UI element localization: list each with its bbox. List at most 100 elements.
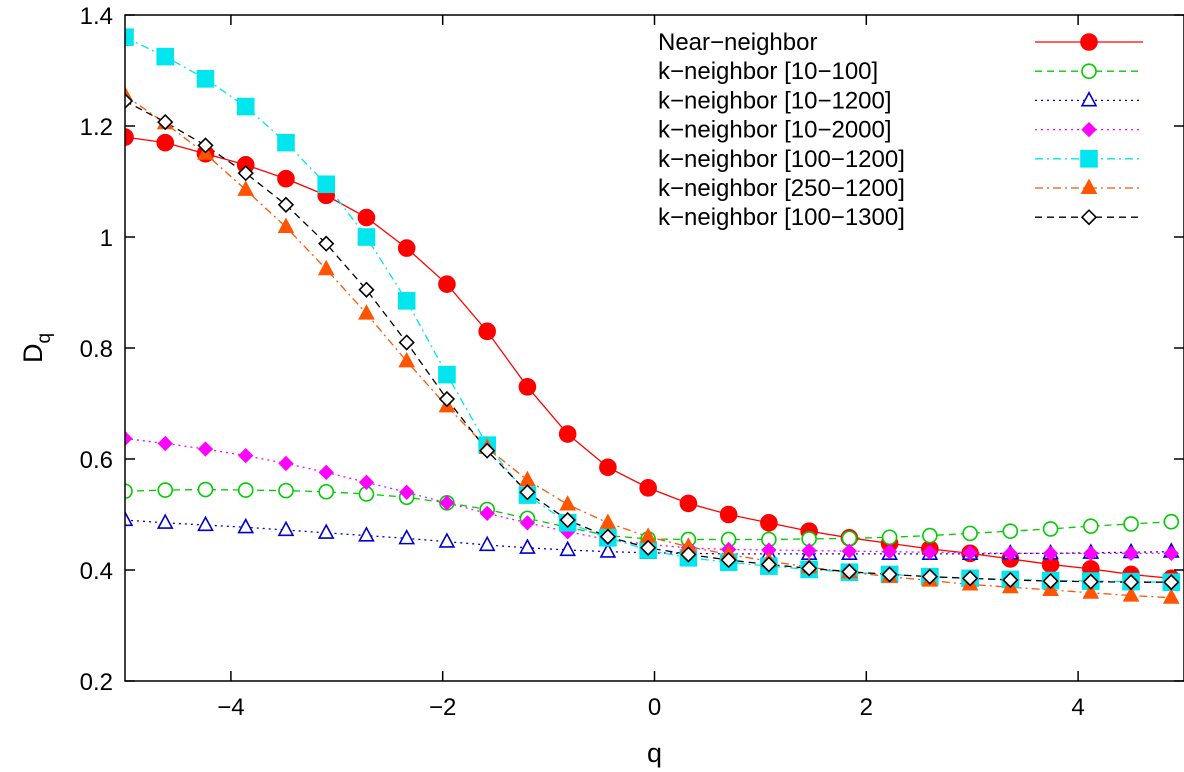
x-tick-label: −4 [217, 694, 244, 721]
x-axis-label: q [647, 738, 662, 768]
data-point [358, 474, 375, 490]
data-point [841, 543, 857, 559]
data-point [599, 458, 617, 477]
series-3 [125, 519, 1172, 555]
data-point [438, 390, 456, 408]
plot-layer [125, 28, 1181, 604]
y-tick-label: 0.4 [80, 558, 113, 585]
data-point [438, 365, 456, 384]
series-line [125, 519, 1172, 555]
data-point [318, 235, 335, 252]
data-point [1080, 209, 1098, 226]
ticks-layer: −4 −2 0 2 4 0.2 0.4 0.6 0.8 1 1.2 1.4 [80, 3, 1184, 721]
x-tick-label: −2 [429, 694, 456, 721]
data-point [1081, 63, 1097, 79]
data-point [156, 47, 175, 66]
data-point [277, 217, 295, 234]
data-point [125, 510, 134, 527]
data-point [679, 494, 698, 513]
legend-label: k−neighbor [10−2000] [658, 117, 892, 144]
y-tick-label: 1.2 [80, 114, 113, 141]
data-point [125, 92, 134, 110]
legend-item: Near−neighbor [658, 29, 1143, 56]
y-tick-label: 0.2 [80, 669, 113, 696]
data-point [399, 484, 415, 500]
data-point [277, 520, 295, 537]
data-point [519, 484, 536, 501]
data-point [277, 133, 295, 152]
data-point [237, 517, 255, 534]
data-point [358, 526, 375, 542]
data-point [558, 425, 577, 443]
data-point [599, 513, 617, 529]
data-point [479, 505, 495, 522]
data-point [1163, 545, 1179, 561]
data-point [197, 481, 214, 498]
data-point [157, 482, 174, 498]
data-point [125, 430, 133, 447]
data-point [318, 483, 335, 500]
data-point [398, 334, 415, 351]
data-point [1002, 571, 1019, 589]
data-point [1163, 513, 1180, 530]
data-point [841, 563, 858, 580]
data-point [760, 556, 778, 573]
data-point [640, 539, 657, 556]
data-point [801, 542, 817, 559]
x-tick-label: 4 [1071, 694, 1084, 721]
data-point [1081, 121, 1097, 138]
data-point [357, 228, 376, 246]
legend-item: k−neighbor [100−1300] [658, 204, 1143, 231]
legend-label: k−neighbor [100−1300] [658, 204, 905, 231]
legend-item: k−neighbor [10−100] [658, 58, 1143, 85]
legend-label: k−neighbor [10−1200] [658, 87, 892, 114]
data-point [237, 165, 254, 182]
data-point [962, 545, 978, 561]
data-point [1163, 574, 1180, 591]
y-axis-label: Dq [18, 333, 55, 363]
data-point [1122, 586, 1140, 602]
data-point [317, 259, 335, 276]
y-tick-label: 1 [100, 225, 113, 252]
series-line [125, 488, 1172, 541]
legend-item: k−neighbor [10−1200] [658, 87, 1143, 114]
data-point [357, 208, 376, 227]
series-line [125, 94, 1172, 599]
data-point [1083, 545, 1099, 561]
data-point [238, 448, 254, 464]
data-point [518, 378, 537, 396]
data-point [157, 435, 173, 452]
data-point [156, 513, 174, 529]
data-point [922, 527, 938, 544]
data-point [559, 540, 577, 557]
data-point [317, 523, 335, 539]
data-point [318, 464, 334, 480]
data-point [720, 551, 737, 569]
data-point [398, 351, 416, 368]
data-point [1082, 583, 1100, 599]
data-point [317, 175, 336, 194]
y-tick-label: 1.4 [80, 3, 113, 30]
legend-label: Near−neighbor [658, 29, 817, 56]
data-point [719, 505, 738, 524]
data-point [125, 28, 134, 47]
data-point [1080, 150, 1098, 168]
data-point [639, 479, 657, 497]
y-axis-label-subscript: q [34, 333, 55, 344]
data-point [197, 441, 214, 457]
data-point [156, 133, 175, 152]
data-point [599, 528, 617, 545]
data-point [760, 514, 778, 532]
data-point [1122, 574, 1140, 591]
data-point [277, 169, 295, 188]
data-point [961, 570, 979, 587]
data-point [438, 275, 456, 293]
data-point [397, 239, 416, 257]
data-point [278, 455, 294, 472]
data-point [237, 180, 255, 196]
data-point [236, 97, 255, 116]
data-point [1080, 33, 1098, 51]
